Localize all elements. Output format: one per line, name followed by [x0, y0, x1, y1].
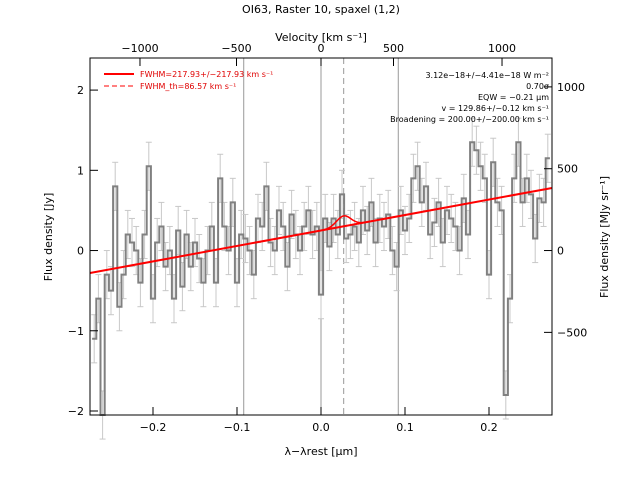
y-tick-label: −2 [68, 405, 84, 418]
annotation-sigma: 0.70σ [526, 82, 549, 91]
spectrum-step-line [92, 141, 550, 416]
y-tick-label: 0 [77, 245, 84, 258]
legend-entry-fwhm: FWHM=217.93+/−217.93 km s⁻¹ [140, 70, 273, 79]
right-tick-label: 500 [557, 163, 578, 176]
top-axis-label: Velocity [km s⁻¹] [275, 31, 367, 44]
x-tick-label: 0.1 [396, 421, 414, 434]
x-tick-label: 0.0 [312, 421, 330, 434]
top-tick-label: −500 [221, 42, 251, 55]
annotation-flux: 3.12e−18+/−4.41e−18 W m⁻² [425, 71, 549, 80]
right-axis-label: Flux density [MJy sr⁻¹] [598, 176, 611, 298]
right-tick-label: −500 [557, 326, 587, 339]
right-tick-label: 0 [557, 245, 564, 258]
right-tick-label: 1000 [557, 81, 585, 94]
legend: FWHM=217.93+/−217.93 km s⁻¹ FWHM_th=86.5… [104, 70, 273, 91]
y-tick-label: 2 [77, 84, 84, 97]
y-axis-label: Flux density [Jy] [42, 193, 55, 282]
x-tick-label: −0.2 [140, 421, 167, 434]
chart-title: OI63, Raster 10, spaxel (1,2) [242, 3, 400, 16]
top-tick-label: 500 [383, 42, 404, 55]
annotations: 3.12e−18+/−4.41e−18 W m⁻² 0.70σ EQW = −0… [390, 71, 549, 124]
x-tick-label: 0.2 [480, 421, 498, 434]
x-tick-label: −0.1 [224, 421, 251, 434]
top-tick-label: 1000 [488, 42, 516, 55]
legend-entry-fwhm-th: FWHM_th=86.57 km s⁻¹ [140, 82, 236, 91]
top-tick-label: 0 [318, 42, 325, 55]
line-fit-profile [312, 215, 376, 233]
annotation-velocity: v = 129.86+/−0.12 km s⁻¹ [441, 104, 549, 113]
y-tick-label: 1 [77, 164, 84, 177]
top-tick-label: −1000 [121, 42, 158, 55]
x-axis-label: λ−λrest [μm] [284, 445, 357, 458]
y-tick-label: −1 [68, 325, 84, 338]
annotation-eqw: EQW = −0.21 μm [478, 93, 549, 102]
annotation-broadening: Broadening = 200.00+/−200.00 km s⁻¹ [390, 115, 549, 124]
